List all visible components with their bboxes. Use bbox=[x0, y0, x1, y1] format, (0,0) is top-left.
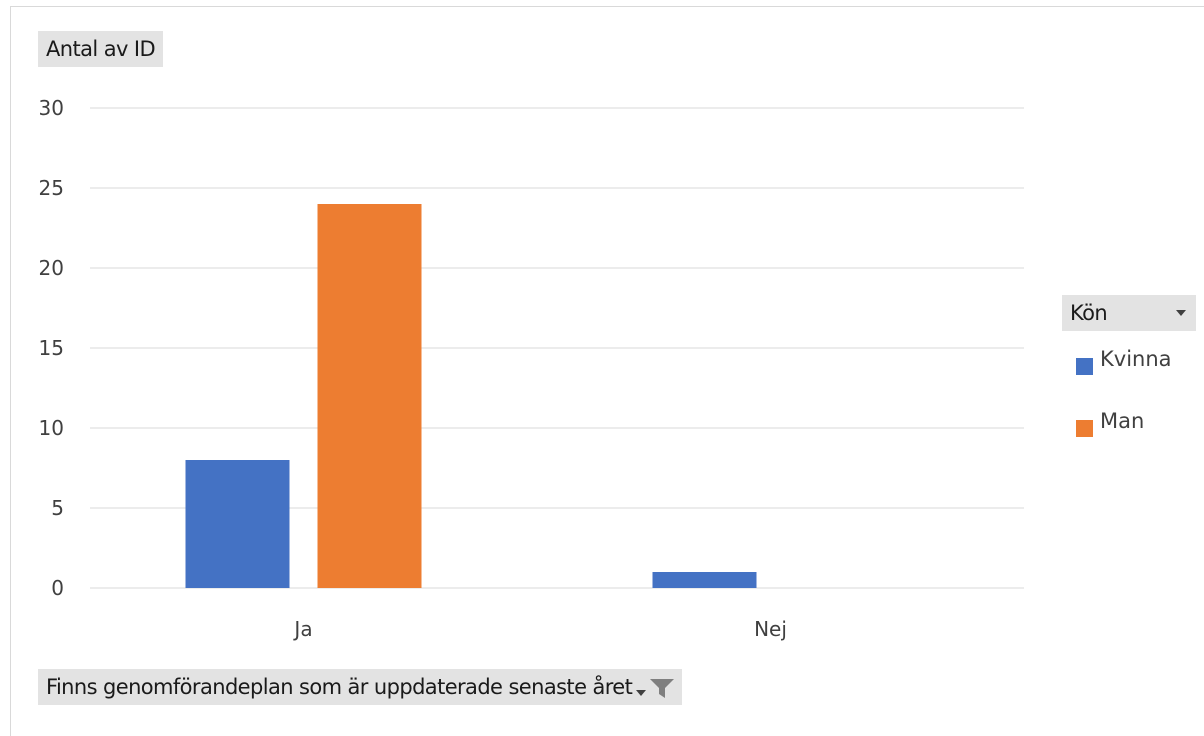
legend-field-label: Kön bbox=[1070, 301, 1108, 325]
y-tick-label-15: 15 bbox=[39, 336, 64, 360]
chevron-down-icon[interactable] bbox=[1176, 310, 1186, 316]
x-tick-label-nej: Nej bbox=[754, 617, 787, 641]
axis-field-label: Finns genomförandeplan som är uppdaterad… bbox=[46, 675, 633, 699]
legend-label-kvinna: Kvinna bbox=[1100, 347, 1172, 371]
axis-field-button[interactable]: Finns genomförandeplan som är uppdaterad… bbox=[38, 669, 683, 705]
bar-man-ja bbox=[317, 204, 422, 588]
bar-kvinna-nej bbox=[652, 572, 757, 588]
y-tick-label-25: 25 bbox=[39, 176, 64, 200]
legend-swatch-man bbox=[1076, 420, 1093, 437]
legend-swatch-kvinna bbox=[1076, 358, 1093, 375]
chart-frame bbox=[10, 6, 1204, 736]
x-tick-label-ja: Ja bbox=[292, 617, 312, 641]
legend-field-button[interactable]: Kön bbox=[1062, 295, 1196, 331]
y-tick-label-10: 10 bbox=[39, 416, 64, 440]
value-field-label: Antal av ID bbox=[46, 37, 156, 61]
y-tick-label-5: 5 bbox=[51, 496, 64, 520]
bar-kvinna-ja bbox=[185, 460, 290, 588]
filter-icon[interactable] bbox=[632, 676, 676, 700]
y-tick-label-30: 30 bbox=[39, 96, 64, 120]
y-tick-label-0: 0 bbox=[51, 576, 64, 600]
y-tick-label-20: 20 bbox=[39, 256, 64, 280]
legend-label-man: Man bbox=[1100, 409, 1145, 433]
value-field-button[interactable]: Antal av ID bbox=[38, 31, 164, 67]
